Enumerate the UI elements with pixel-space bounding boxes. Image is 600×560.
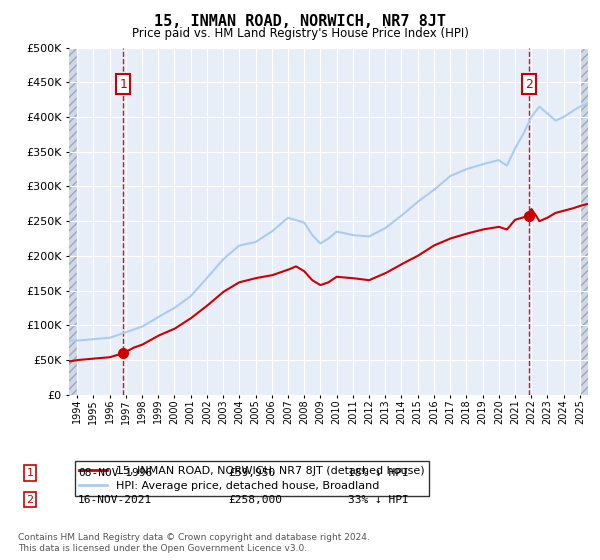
Text: 1: 1 <box>119 77 127 91</box>
Text: 15, INMAN ROAD, NORWICH, NR7 8JT: 15, INMAN ROAD, NORWICH, NR7 8JT <box>154 14 446 29</box>
Text: £59,950: £59,950 <box>228 468 275 478</box>
Bar <box>580 48 588 395</box>
Text: 18% ↓ HPI: 18% ↓ HPI <box>348 468 409 478</box>
Text: 16-NOV-2021: 16-NOV-2021 <box>78 494 152 505</box>
Text: Price paid vs. HM Land Registry's House Price Index (HPI): Price paid vs. HM Land Registry's House … <box>131 27 469 40</box>
Text: 33% ↓ HPI: 33% ↓ HPI <box>348 494 409 505</box>
Text: 2: 2 <box>525 77 533 91</box>
Text: Contains HM Land Registry data © Crown copyright and database right 2024.
This d: Contains HM Land Registry data © Crown c… <box>18 533 370 553</box>
Legend: 15, INMAN ROAD, NORWICH, NR7 8JT (detached house), HPI: Average price, detached : 15, INMAN ROAD, NORWICH, NR7 8JT (detach… <box>74 461 429 496</box>
Text: 1: 1 <box>26 468 34 478</box>
Text: 2: 2 <box>26 494 34 505</box>
Bar <box>69 48 77 395</box>
Text: 08-NOV-1996: 08-NOV-1996 <box>78 468 152 478</box>
Text: £258,000: £258,000 <box>228 494 282 505</box>
